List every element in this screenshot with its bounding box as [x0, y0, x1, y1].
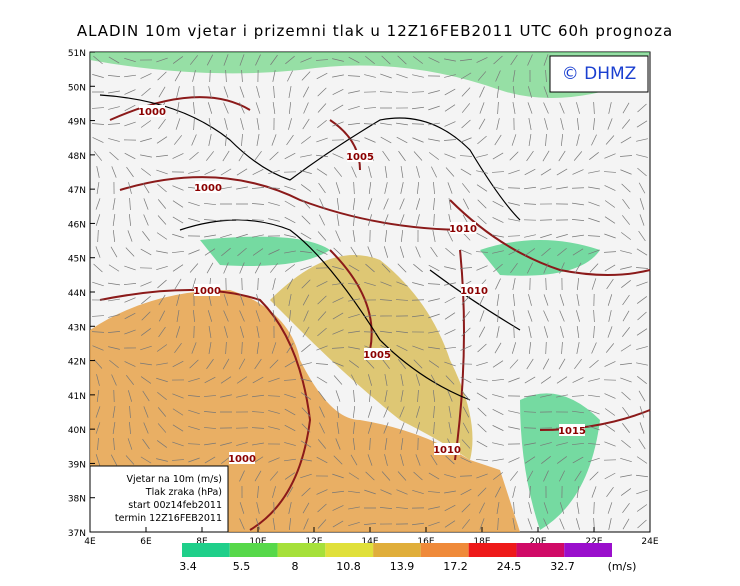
lat-label: 46N [68, 220, 86, 230]
lat-label: 37N [68, 529, 86, 539]
map-title: ALADIN 10m vjetar i prizemni tlak u 12Z1… [77, 22, 673, 40]
scale-label: 3.4 [179, 560, 197, 573]
lon-label: 4E [84, 537, 96, 547]
lat-label: 40N [68, 426, 86, 436]
isobar-label: 1005 [346, 152, 374, 163]
isobar-label: 1000 [194, 183, 222, 194]
info-line: start 00z14feb2011 [128, 500, 222, 511]
scale-label: 24.5 [497, 560, 522, 573]
scale-box [421, 543, 469, 557]
scale-unit: (m/s) [608, 560, 637, 573]
scale-box [373, 543, 421, 557]
scale-label: 5.5 [233, 560, 251, 573]
info-line: Tlak zraka (hPa) [145, 487, 222, 498]
isobar-label: 1000 [228, 454, 256, 465]
badge: © DHMZ [562, 64, 637, 84]
lat-label: 41N [68, 392, 86, 402]
isobar-label: 1005 [363, 350, 391, 361]
info-line: Vjetar na 10m (m/s) [127, 474, 223, 485]
lat-label: 49N [68, 118, 86, 128]
scale-box [469, 543, 517, 557]
lon-label: 24E [641, 537, 658, 547]
lat-label: 38N [68, 495, 86, 505]
lat-label: 44N [68, 289, 86, 299]
scale-label: 17.2 [443, 560, 468, 573]
lat-label: 48N [68, 152, 86, 162]
lat-label: 39N [68, 460, 86, 470]
lat-label: 43N [68, 323, 86, 333]
lat-label: 50N [68, 83, 86, 93]
isobar-label: 1010 [433, 445, 461, 456]
scale-label: 8 [292, 560, 299, 573]
lon-label: 6E [140, 537, 152, 547]
map-area: © DHMZ [90, 52, 650, 532]
lat-label: 51N [68, 49, 86, 59]
lat-label: 42N [68, 358, 86, 368]
isobar-label: 1015 [558, 426, 586, 437]
isobar-label: 1010 [460, 286, 488, 297]
scale-box [182, 543, 230, 557]
scale-label: 10.8 [336, 560, 361, 573]
scale-box [230, 543, 278, 557]
scale-label: 32.7 [550, 560, 575, 573]
isobar-label: 1010 [449, 224, 477, 235]
info-line: termin 12Z16FEB2011 [115, 513, 222, 524]
scale-box [564, 543, 612, 557]
scale-label: 13.9 [390, 560, 415, 573]
scale-box [516, 543, 564, 557]
isobar-label: 1000 [193, 286, 221, 297]
scale-box [325, 543, 373, 557]
isobar-label: 1000 [138, 107, 166, 118]
lat-label: 45N [68, 255, 86, 265]
lat-label: 47N [68, 186, 86, 196]
scale-box [278, 543, 326, 557]
